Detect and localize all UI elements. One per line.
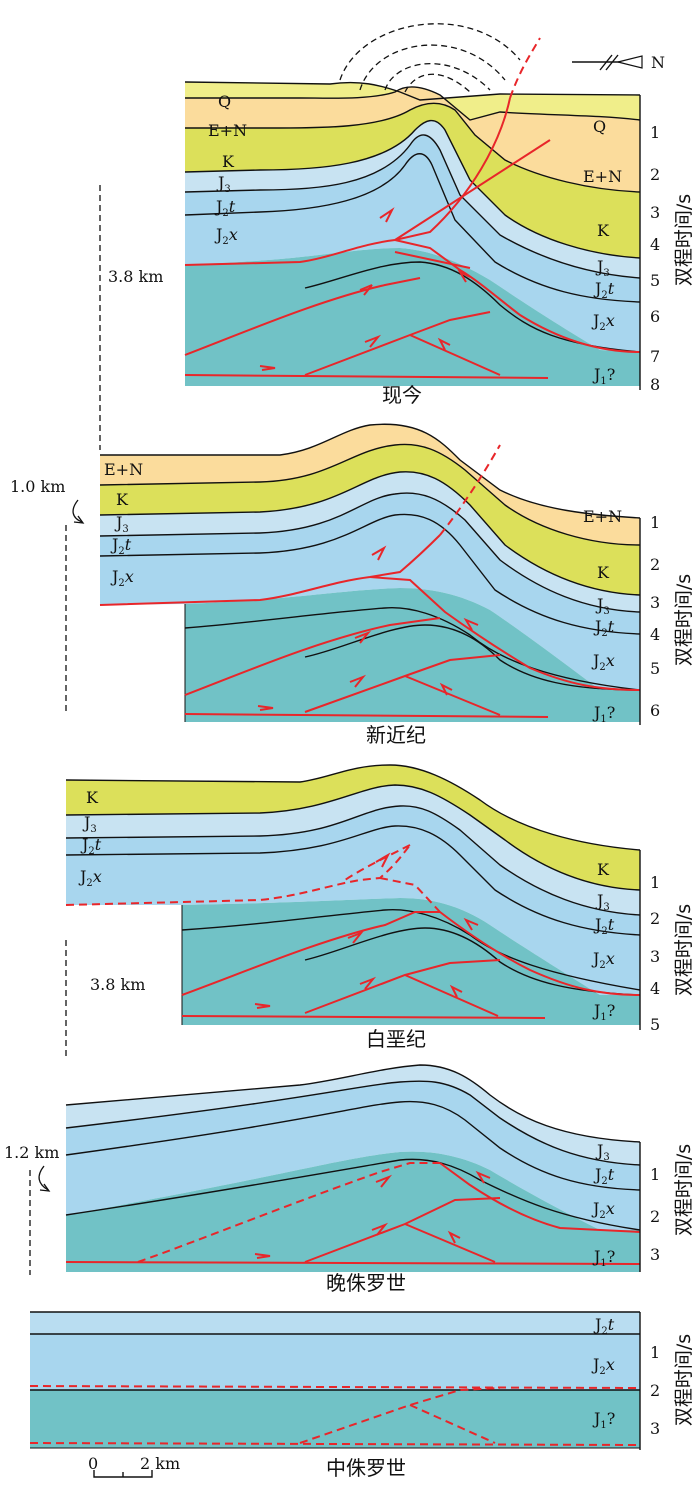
panel-cretaceous: K J3 J2t J2x K J3 J2t J2x J1? 1 2 3 4 5 … <box>65 764 695 1051</box>
right-label-j2t: J2t <box>593 617 615 639</box>
left-label-j2t: J2t <box>80 835 102 857</box>
tick-6: 6 <box>650 701 660 720</box>
tick-1: 1 <box>650 123 660 142</box>
tick-2: 2 <box>650 555 660 574</box>
left-label-j3: J3 <box>216 173 231 195</box>
tick-8: 8 <box>650 375 660 394</box>
tick-5: 5 <box>650 1015 660 1034</box>
tick-7: 7 <box>650 347 660 366</box>
tick-3: 3 <box>650 1245 660 1264</box>
tick-2: 2 <box>650 165 660 184</box>
right-label-j2x: J2x <box>591 949 615 971</box>
right-label-k: K <box>597 860 610 879</box>
tick-1: 1 <box>650 1165 660 1184</box>
thickness-label: 3.8 km <box>90 975 145 994</box>
layer-k-fill <box>185 103 640 258</box>
tick-4: 4 <box>650 979 660 998</box>
left-label-j3: J3 <box>82 813 97 835</box>
tick-3: 3 <box>650 593 660 612</box>
right-label-q: Q <box>593 117 606 136</box>
north-arrow: N <box>572 53 665 72</box>
tick-3: 3 <box>650 1419 660 1438</box>
panel-late-jurassic: J3 J2t J2x J1? 1 2 3 双程时间/s 1.2 km 晚侏罗世 <box>4 1064 695 1295</box>
tick-2: 2 <box>650 1207 660 1226</box>
left-label-k: K <box>116 490 129 509</box>
scale-start: 0 <box>88 1454 98 1473</box>
panel-caption: 现今 <box>382 383 422 407</box>
right-label-k: K <box>597 563 610 582</box>
right-label-en: E+N <box>583 507 622 526</box>
panel-caption: 新近纪 <box>366 723 426 747</box>
right-label-k: K <box>597 221 610 240</box>
axis-title: 双程时间/s <box>673 1334 695 1426</box>
axis-title: 双程时间/s <box>673 194 695 286</box>
left-label-j2t: J2t <box>110 535 132 557</box>
right-label-en: E+N <box>583 167 622 186</box>
thickness-label: 3.8 km <box>108 267 163 286</box>
tick-1: 1 <box>650 873 660 892</box>
right-label-j2t: J2t <box>593 1315 615 1337</box>
scale-end: 2 km <box>140 1454 180 1473</box>
left-label-j2x: J2x <box>110 567 134 589</box>
tick-4: 4 <box>650 235 660 254</box>
panel-caption: 晚侏罗世 <box>326 1271 406 1295</box>
right-label-j2t: J2t <box>593 915 615 937</box>
axis-title: 双程时间/s <box>673 574 695 666</box>
tick-1: 1 <box>650 513 660 532</box>
thickness-label: 1.0 km <box>10 477 65 496</box>
layer-q-fill <box>185 82 640 120</box>
right-label-j1: J1? <box>592 1247 615 1269</box>
right-label-j1: J1? <box>592 703 615 725</box>
north-label: N <box>651 53 665 72</box>
tick-2: 2 <box>650 909 660 928</box>
left-label-en: E+N <box>208 121 247 140</box>
right-label-j3: J3 <box>595 1141 610 1163</box>
tick-5: 5 <box>650 659 660 678</box>
right-label-j3: J3 <box>595 891 610 913</box>
tick-6: 6 <box>650 307 660 326</box>
panel-present: Q E+N K J3 J2t J2x Q E+N K J3 J2t J2x J1… <box>108 23 695 407</box>
axis-title: 双程时间/s <box>673 1144 695 1236</box>
panel-caption: 白垩纪 <box>366 1027 426 1051</box>
left-label-q: Q <box>218 92 231 111</box>
panel-caption: 中侏罗世 <box>326 1456 406 1480</box>
right-label-j2x: J2x <box>591 1355 615 1377</box>
tick-3: 3 <box>650 947 660 966</box>
tick-2: 2 <box>650 1381 660 1400</box>
right-label-j2x: J2x <box>591 1199 615 1221</box>
tick-3: 3 <box>650 203 660 222</box>
left-label-j2x: J2x <box>214 225 238 247</box>
tick-4: 4 <box>650 625 660 644</box>
layer-j3-fill <box>185 120 640 278</box>
layer-j1-fill <box>185 248 640 386</box>
scale-bar: 0 2 km <box>88 1454 180 1478</box>
left-label-en: E+N <box>104 460 143 479</box>
right-label-j2x: J2x <box>591 311 615 333</box>
left-label-k: K <box>222 152 235 171</box>
left-label-j2t: J2t <box>214 197 236 219</box>
right-label-j2t: J2t <box>593 1165 615 1187</box>
right-label-j2x: J2x <box>591 651 615 673</box>
panel-middle-jurassic: J2t J2x J1? 1 2 3 双程时间/s 中侏罗世 0 2 km <box>29 1311 695 1480</box>
panel-neogene: E+N K J3 J2t J2x E+N K J3 J2t J2x J1? 1 … <box>10 423 695 747</box>
layer-en-fill <box>185 87 640 192</box>
left-label-k: K <box>86 788 99 807</box>
right-label-j3: J3 <box>595 595 610 617</box>
thickness-label: 1.2 km <box>4 1143 59 1162</box>
right-label-j1: J1? <box>592 1409 615 1431</box>
left-label-j2x: J2x <box>78 867 102 889</box>
right-label-j1: J1? <box>592 365 615 387</box>
right-label-j1: J1? <box>592 1001 615 1023</box>
tick-5: 5 <box>650 271 660 290</box>
right-label-j2t: J2t <box>593 279 615 301</box>
right-label-j3: J3 <box>595 257 610 279</box>
axis-title: 双程时间/s <box>673 904 695 996</box>
tick-1: 1 <box>650 1343 660 1362</box>
left-label-j3: J3 <box>114 513 129 535</box>
